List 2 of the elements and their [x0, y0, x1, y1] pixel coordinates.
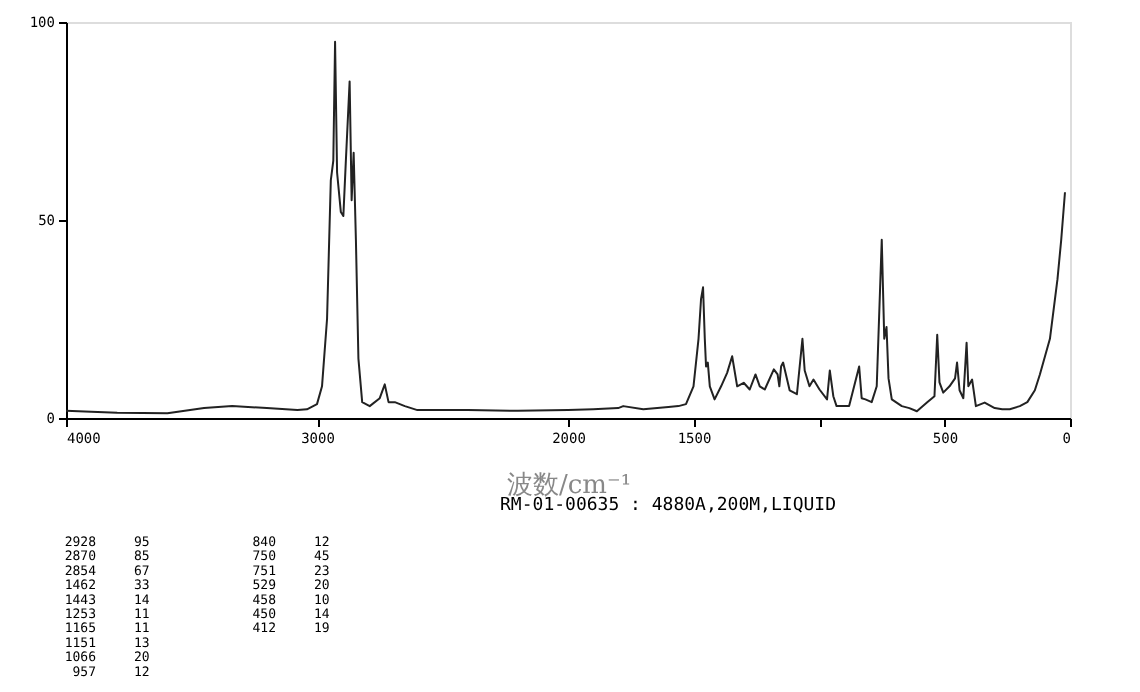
line-series: [66, 40, 1066, 415]
text: RM-01-00635 : 4880A,200M,LIQUID: [500, 496, 836, 516]
